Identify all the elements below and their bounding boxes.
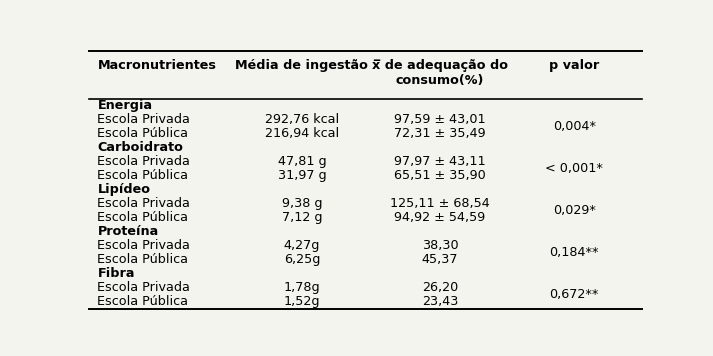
Text: Escola Privada: Escola Privada (98, 281, 190, 294)
Text: 97,59 ± 43,01: 97,59 ± 43,01 (394, 113, 486, 126)
Text: 97,97 ± 43,11: 97,97 ± 43,11 (394, 155, 486, 168)
Text: Proteína: Proteína (98, 225, 159, 238)
Text: Escola Pública: Escola Pública (98, 169, 188, 182)
Text: 1,78g: 1,78g (284, 281, 320, 294)
Text: Energia: Energia (98, 99, 153, 112)
Text: 292,76 kcal: 292,76 kcal (265, 113, 339, 126)
Text: 65,51 ± 35,90: 65,51 ± 35,90 (394, 169, 486, 182)
Text: 31,97 g: 31,97 g (277, 169, 326, 182)
Text: 6,25g: 6,25g (284, 253, 320, 266)
Text: x̅ de adequação do
consumo(%): x̅ de adequação do consumo(%) (372, 59, 508, 87)
Text: 38,30: 38,30 (421, 239, 458, 252)
Text: 23,43: 23,43 (422, 295, 458, 308)
Text: 4,27g: 4,27g (284, 239, 320, 252)
Text: Escola Pública: Escola Pública (98, 295, 188, 308)
Text: Escola Privada: Escola Privada (98, 155, 190, 168)
Text: Fibra: Fibra (98, 267, 135, 280)
Text: 1,52g: 1,52g (284, 295, 320, 308)
Text: 125,11 ± 68,54: 125,11 ± 68,54 (390, 197, 490, 210)
Text: Escola Privada: Escola Privada (98, 197, 190, 210)
Text: Média de ingestão: Média de ingestão (235, 59, 369, 72)
Text: Escola Privada: Escola Privada (98, 113, 190, 126)
Text: Macronutrientes: Macronutrientes (98, 59, 216, 72)
Text: 0,184**: 0,184** (550, 246, 599, 259)
Text: Carboidrato: Carboidrato (98, 141, 183, 155)
Text: 47,81 g: 47,81 g (277, 155, 326, 168)
Text: 9,38 g: 9,38 g (282, 197, 322, 210)
Text: 45,37: 45,37 (422, 253, 458, 266)
Text: 0,672**: 0,672** (550, 288, 599, 301)
Text: p valor: p valor (549, 59, 600, 72)
Text: Escola Pública: Escola Pública (98, 127, 188, 140)
Text: < 0,001*: < 0,001* (545, 162, 603, 175)
Text: 216,94 kcal: 216,94 kcal (265, 127, 339, 140)
Text: Lipídeo: Lipídeo (98, 183, 150, 196)
Text: 7,12 g: 7,12 g (282, 211, 322, 224)
Text: Escola Pública: Escola Pública (98, 253, 188, 266)
Text: 26,20: 26,20 (422, 281, 458, 294)
Text: Escola Pública: Escola Pública (98, 211, 188, 224)
Text: 0,029*: 0,029* (553, 204, 596, 217)
Text: 72,31 ± 35,49: 72,31 ± 35,49 (394, 127, 486, 140)
Text: 0,004*: 0,004* (553, 120, 596, 134)
Text: Escola Privada: Escola Privada (98, 239, 190, 252)
Text: 94,92 ± 54,59: 94,92 ± 54,59 (394, 211, 486, 224)
